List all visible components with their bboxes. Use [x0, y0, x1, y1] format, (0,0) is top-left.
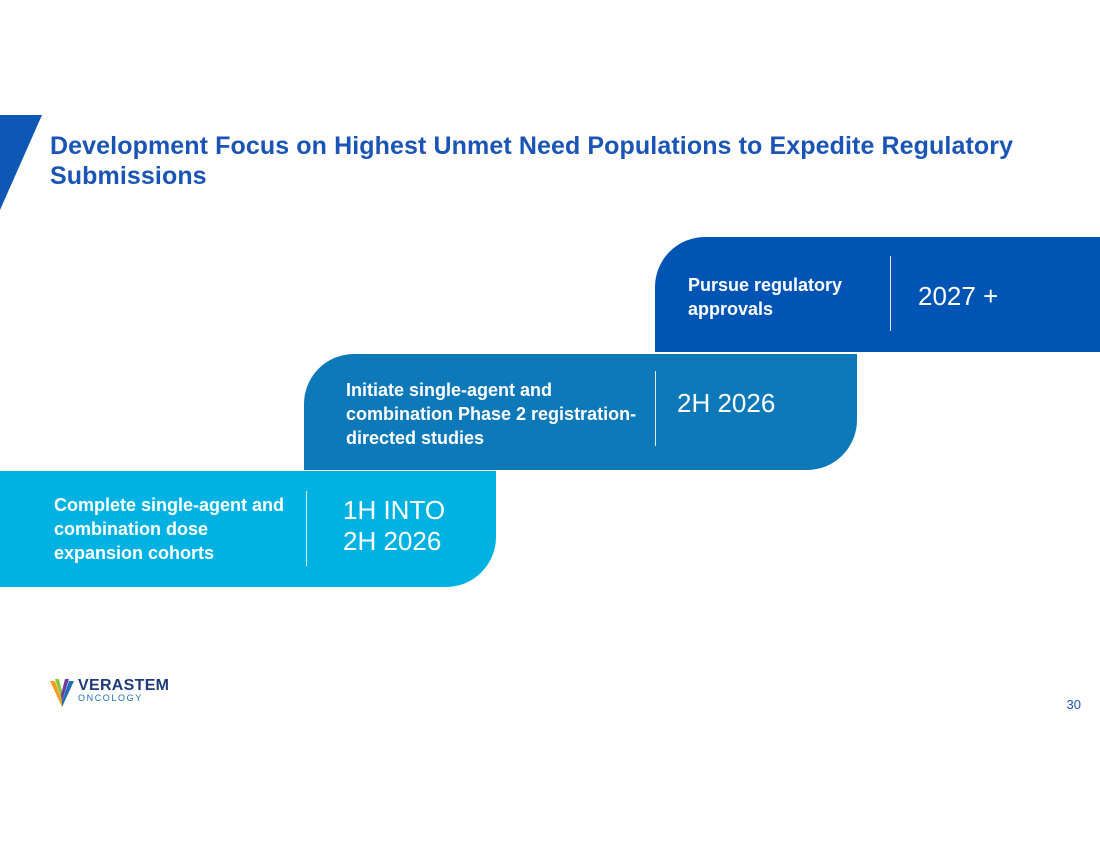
- verastem-mark-icon: [50, 679, 74, 707]
- step-divider: [890, 256, 891, 331]
- step-initiate-phase2: Initiate single-agent and combination Ph…: [304, 354, 857, 470]
- company-logo: VERASTEM ONCOLOGY: [50, 677, 169, 707]
- step-complete-cohorts: Complete single-agent and combination do…: [0, 471, 496, 587]
- step-label: Complete single-agent and combination do…: [54, 495, 285, 563]
- step-date: 2H 2026: [677, 388, 776, 418]
- step-pursue-approvals: Pursue regulatory approvals 2027 +: [655, 237, 1100, 352]
- logo-subtitle: ONCOLOGY: [78, 693, 143, 703]
- page-number: 30: [1066, 697, 1081, 712]
- step-label: Pursue regulatory approvals: [688, 275, 843, 319]
- step-label: Initiate single-agent and combination Ph…: [346, 380, 637, 448]
- step-date: 2027 +: [918, 281, 999, 311]
- slide-title: Development Focus on Highest Unmet Need …: [50, 132, 1014, 190]
- step-date: 1H INTO 2H 2026: [343, 495, 446, 556]
- step-divider: [655, 371, 656, 446]
- logo-name: VERASTEM: [78, 677, 170, 694]
- step-divider: [306, 491, 307, 566]
- accent-slash-shape: [0, 115, 42, 210]
